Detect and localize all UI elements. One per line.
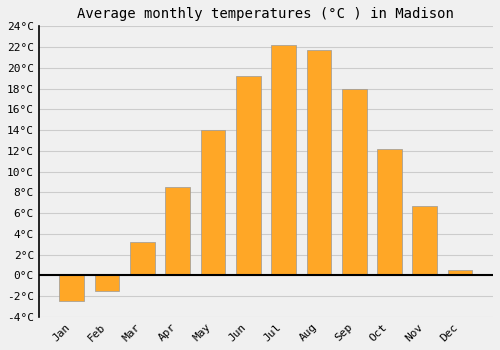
Bar bbox=[306, 50, 331, 275]
Bar bbox=[200, 130, 226, 275]
Bar bbox=[166, 187, 190, 275]
Bar bbox=[60, 275, 84, 301]
Bar bbox=[377, 149, 402, 275]
Bar bbox=[448, 270, 472, 275]
Bar bbox=[130, 242, 155, 275]
Bar bbox=[236, 76, 260, 275]
Title: Average monthly temperatures (°C ) in Madison: Average monthly temperatures (°C ) in Ma… bbox=[78, 7, 454, 21]
Bar bbox=[94, 275, 120, 291]
Bar bbox=[412, 206, 437, 275]
Bar bbox=[342, 89, 366, 275]
Bar bbox=[271, 45, 296, 275]
